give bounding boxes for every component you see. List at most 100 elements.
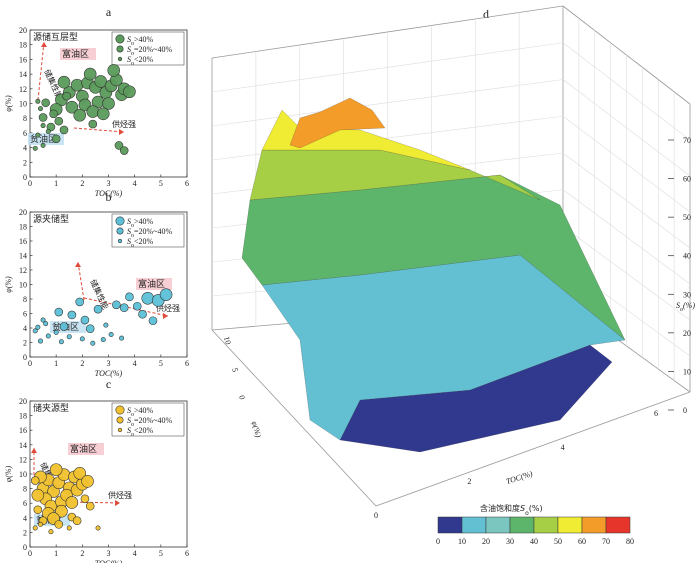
z-tick-label: 20 [683,329,691,338]
reservoir-arrowhead [31,448,37,453]
y-tick-label: 14 [19,252,27,261]
x-tick-label: 0 [28,179,32,188]
scatter-point [58,339,64,345]
scatter-point [138,309,147,319]
y-tick-label: 14 [19,70,27,79]
scatter-point [40,317,46,323]
reservoir-arrowhead [41,42,47,47]
scatter-point [125,292,134,302]
box-edge [211,329,377,507]
scatter-point [33,505,43,515]
scatter-point [93,304,103,314]
colorbar-tick-label: 60 [578,537,586,546]
rich-zone-box [136,278,172,290]
z-axis-label: So(%) [676,301,695,313]
scatter-point [96,107,110,121]
scatter-point [73,108,87,122]
x-tick-label: 6 [185,549,189,558]
y-tick-label: 2 [23,339,27,348]
y-tick-label: 0 [23,353,27,362]
scatter-point [75,297,85,307]
scatter-point [32,145,38,151]
x-axis-label: TOC(%) [505,469,534,486]
scatter-point [38,113,48,122]
surface-band [261,109,471,171]
y-tick-label: 5 [230,367,240,373]
y-tick-label: 16 [19,55,27,64]
z-tick-label: 10 [683,367,691,376]
scatter-point [95,525,101,531]
y-tick-label: 4 [23,514,27,523]
supply-arrow [73,127,125,133]
colorbar-tick-label: 10 [458,537,466,546]
rich-zone-box [60,48,96,60]
y-axis-label: φ(%) [4,465,13,482]
rich-zone-label: 富油区 [62,48,89,60]
scatter-point [37,521,43,527]
y-tick-label: 12 [19,85,27,94]
z-tick-label: 50 [683,213,691,222]
y-tick-label: 16 [19,426,27,435]
scatter-point [41,98,51,108]
rich-zone-box [68,443,104,455]
x-tick-label: 3 [107,179,111,188]
x-tick-label: 4 [133,549,137,558]
y-tick-label: 12 [19,455,27,464]
scatter-point [108,332,114,338]
supply-arrowhead [115,500,120,506]
grid-line [562,226,691,321]
x-tick-label: 1 [54,359,58,368]
scatter-point [67,310,77,320]
scatter-point [35,132,41,138]
scatter-point [103,322,109,328]
y-tick-label: 18 [19,412,27,421]
supply-arrowhead [163,313,168,319]
y-tick-label: 8 [23,114,27,123]
legend-entry: So<20% [127,55,154,67]
panel-letter: b [106,190,112,204]
surface-band [289,97,386,149]
legend-marker [116,416,124,424]
x-tick-label: 3 [107,359,111,368]
scatter-point [51,134,61,144]
colorbar-swatch [509,516,535,534]
grid-line [562,152,691,249]
panel-letter: a [106,5,112,19]
scatter-point [59,125,69,135]
legend-marker [117,56,123,62]
legend-entry: So>40% [127,35,154,47]
y-axis-label: φ(%) [4,276,13,293]
scatter-point [53,329,59,335]
colorbar-swatch [605,516,631,534]
grid-line [562,189,691,285]
y-axis-label: φ(%) [4,95,13,112]
supply-arrowhead [119,129,124,135]
x-tick-label: 0 [28,359,32,368]
y-tick-label: 14 [19,441,27,450]
scatter-point [107,64,121,77]
colorbar-tick-label: 50 [554,537,562,546]
scatter-point [102,97,115,110]
scatter-point [54,520,64,529]
y-tick-label: 18 [19,223,27,232]
scatter-point [31,488,45,502]
scatter-point [119,335,125,341]
scatter-point [100,337,106,343]
scatter-point [35,98,41,104]
y-tick-label: 10 [19,281,27,290]
x-tick-label: 6 [185,179,189,188]
panel-letter: d [483,7,489,21]
scatter-point [85,501,95,511]
supply-label: 供烃强 [156,303,180,313]
scatter-point [66,334,72,340]
legend-marker [115,405,125,415]
scatter-point [80,315,90,325]
x-axis-label: TOC(%) [95,369,123,378]
colorbar-swatch [533,516,559,534]
reservoir-arrowhead [75,262,81,267]
x-tick-label: 6 [185,359,189,368]
z-tick-label: 30 [683,290,691,299]
scatter-point [45,128,51,134]
scatter-point [49,463,63,476]
